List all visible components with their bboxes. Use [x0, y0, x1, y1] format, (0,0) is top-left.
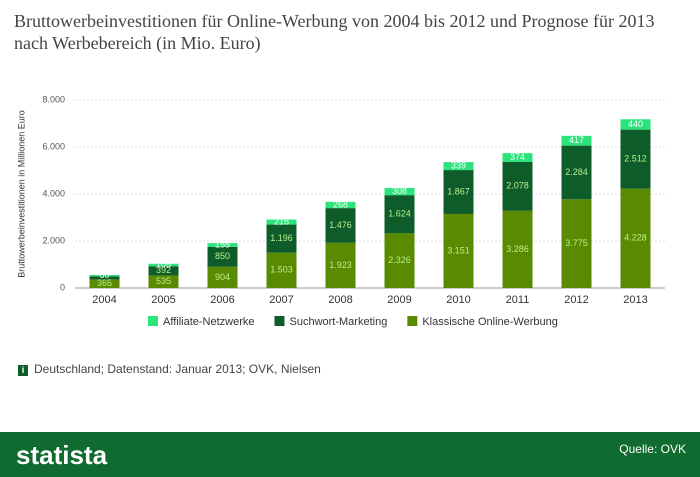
bar-segment — [384, 195, 415, 234]
y-tick-label: 0 — [60, 282, 65, 292]
bar-segment — [620, 119, 651, 130]
value-label: 2.284 — [565, 167, 588, 177]
legend-label: Suchwort-Marketing — [290, 316, 388, 328]
value-label: 392 — [156, 265, 171, 275]
value-label: 3.151 — [447, 245, 470, 255]
x-tick-label: 2005 — [151, 294, 175, 306]
chart: Bruttowerbeinvestitionen in Millionen Eu… — [16, 94, 665, 328]
x-tick-label: 2009 — [387, 294, 411, 306]
bar-segment — [443, 162, 474, 171]
value-label: 365 — [97, 278, 112, 288]
y-tick-label: 6.000 — [42, 141, 65, 151]
x-tick-label: 2011 — [506, 294, 530, 306]
value-label: 850 — [215, 251, 230, 261]
value-label: 308 — [392, 186, 407, 196]
value-label: 1.923 — [329, 260, 352, 270]
bar-segment — [620, 188, 651, 288]
value-label: 3.286 — [506, 244, 529, 254]
bar-segment — [207, 243, 238, 247]
chart-title: Bruttowerbeinvestitionen für Online-Werb… — [14, 11, 655, 53]
bar-segment — [561, 135, 592, 146]
bar-segment — [266, 219, 297, 225]
x-tick-label: 2013 — [623, 294, 647, 306]
value-label: 1.196 — [270, 233, 293, 243]
value-label: 215 — [274, 216, 289, 226]
note: Deutschland; Datenstand: Januar 2013; OV… — [34, 362, 321, 376]
value-label: 105 — [156, 259, 171, 269]
bar-segment — [561, 145, 592, 200]
info-icon: i — [18, 365, 28, 376]
bar-segment — [148, 275, 179, 288]
legend-swatch — [148, 316, 158, 326]
bar-segment — [502, 161, 533, 211]
value-label: 1.503 — [270, 265, 293, 275]
bar-segment — [89, 279, 120, 288]
value-label: 339 — [451, 160, 466, 170]
bar-segment — [148, 266, 179, 276]
bar-segment — [207, 266, 238, 288]
x-tick-label: 2006 — [210, 294, 234, 306]
value-label: 904 — [215, 272, 230, 282]
value-label: 155 — [215, 239, 230, 249]
bar-segment — [89, 276, 120, 280]
value-label: 2.078 — [506, 181, 529, 191]
note-row: i Deutschland; Datenstand: Januar 2013; O… — [18, 362, 321, 376]
bar-segment — [325, 208, 356, 243]
x-tick-label: 2008 — [328, 294, 352, 306]
bar-segment — [148, 263, 179, 267]
bar-segment — [207, 246, 238, 267]
bar-segment — [620, 129, 651, 189]
bar-segment — [443, 170, 474, 214]
value-label: 374 — [510, 152, 525, 162]
y-tick-label: 2.000 — [42, 235, 65, 245]
x-tick-label: 2010 — [446, 294, 470, 306]
bar-segment — [561, 199, 592, 288]
legend-swatch — [407, 316, 418, 326]
bar-segment — [384, 233, 415, 288]
value-label: 1.867 — [447, 186, 470, 196]
value-label: 440 — [628, 119, 643, 129]
legend-swatch — [274, 316, 285, 326]
bar-segment — [502, 153, 533, 162]
bar-segment — [384, 187, 415, 196]
y-tick-label: 8.000 — [42, 94, 65, 104]
value-label: 4.228 — [624, 233, 647, 243]
value-label: 1.624 — [388, 209, 411, 219]
bar-segment — [325, 242, 356, 288]
bar-segment — [266, 224, 297, 253]
y-axis-label: Bruttowerbeinvestitionen in Millionen Eu… — [16, 110, 26, 278]
footer: statista Quelle: OVK — [0, 432, 700, 477]
value-label: 2.326 — [388, 255, 411, 265]
value-label: 2.512 — [624, 154, 647, 164]
x-tick-label: 2004 — [92, 294, 116, 306]
value-label: 417 — [569, 135, 584, 145]
bar-segment — [266, 252, 297, 288]
source: Quelle: OVK — [619, 442, 686, 456]
bar-segment — [325, 201, 356, 209]
legend-label: Affiliate-Netzwerke — [163, 316, 255, 328]
bar-segment — [502, 210, 533, 288]
bar-segment — [443, 213, 474, 288]
value-label: 268 — [333, 199, 348, 209]
value-label: 535 — [156, 276, 171, 286]
x-tick-label: 2012 — [564, 294, 588, 306]
y-tick-label: 4.000 — [42, 188, 65, 198]
value-label: 3.775 — [565, 238, 588, 248]
bar-segment — [89, 274, 120, 277]
value-label: 60 — [99, 270, 109, 280]
logo: statista — [16, 440, 108, 470]
x-tick-label: 2007 — [269, 294, 293, 306]
legend-label: Klassische Online-Werbung — [422, 316, 558, 328]
value-label: 1.476 — [329, 220, 352, 230]
